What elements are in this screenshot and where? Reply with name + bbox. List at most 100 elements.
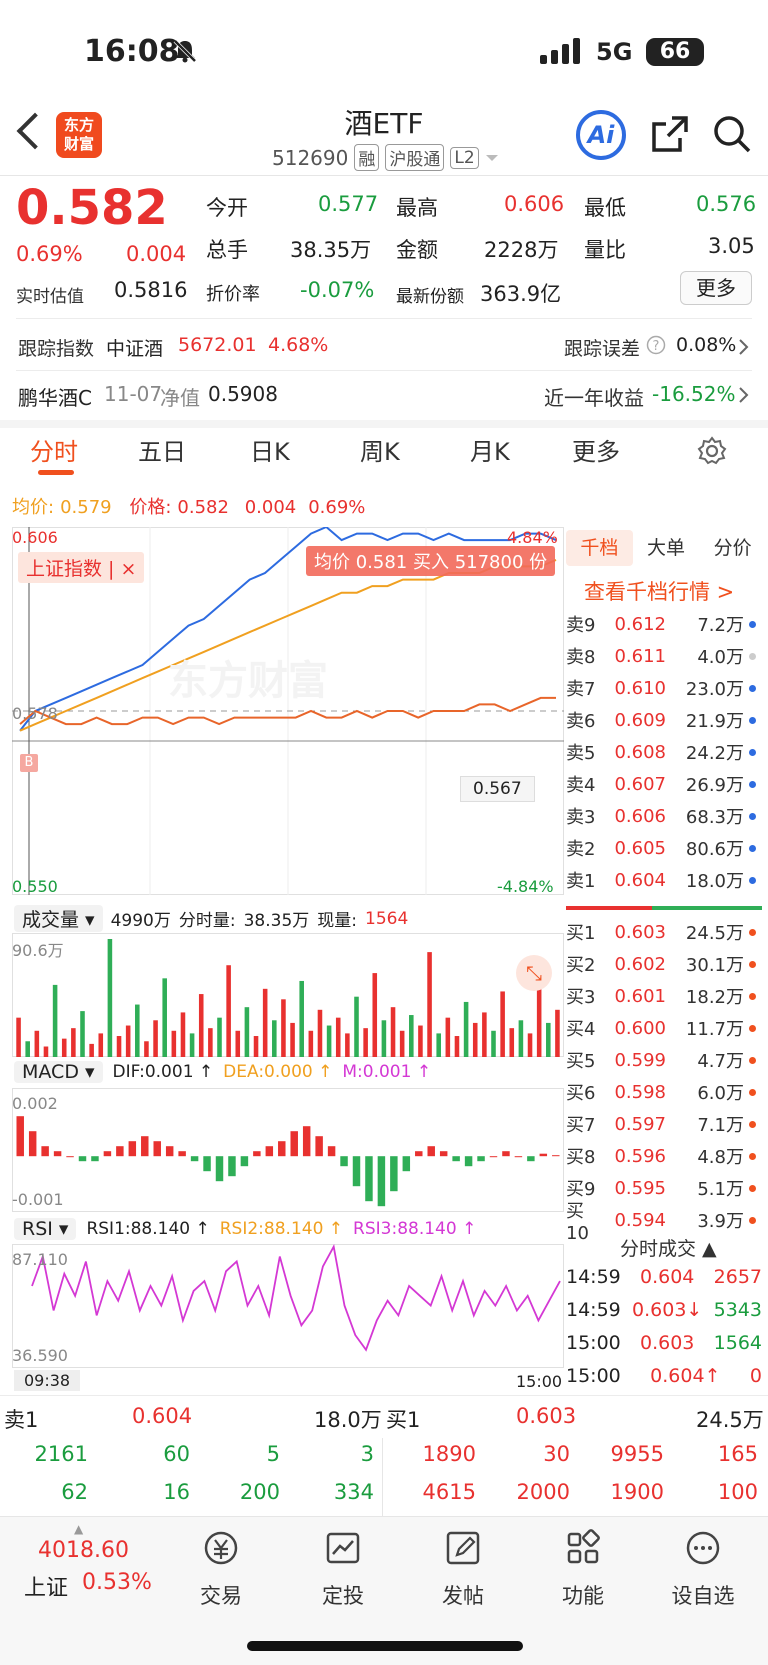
share-icon[interactable] [650,114,690,154]
volume-bar [144,1041,149,1057]
macd-bar [78,1156,87,1162]
nav-index-value[interactable]: 4018.60 [38,1538,129,1563]
buy-level-row[interactable]: 买1 0.603 24.5万 [566,916,762,948]
status-dot [749,992,756,1000]
sell-level-price: 0.608 [614,741,666,763]
tab-price-dist[interactable]: 分价 [713,537,752,559]
ticks-title[interactable]: 分时成交 ▲ [620,1238,717,1260]
macd-bar [290,1131,298,1157]
sell-level-row[interactable]: 卖4 0.607 26.9万 [566,768,762,800]
status-dot [749,620,756,628]
queue-order-size: 3 [360,1442,374,1466]
tick-time: 15:00 [566,1332,621,1354]
tab-more[interactable]: 更多 [572,438,620,466]
last-price: 0.582 [16,180,168,236]
tab-monthly-k[interactable]: 月K [470,438,510,466]
tab-weekly-k[interactable]: 周K [360,438,400,466]
volume-bar [363,1028,368,1057]
sell-level-row[interactable]: 卖5 0.608 24.2万 [566,736,762,768]
ratio-label: 量比 [584,238,626,262]
sell-level-row[interactable]: 卖1 0.604 18.0万 [566,864,762,896]
buy-level-row[interactable]: 买9 0.595 5.1万 [566,1172,762,1204]
depth-link[interactable]: 查看千档行情 > [584,580,735,604]
status-dot [749,928,756,936]
tab-large-orders[interactable]: 大单 [647,537,686,559]
buy-level-row[interactable]: 买7 0.597 7.1万 [566,1108,762,1140]
status-dot [749,1088,756,1096]
macd-dropdown[interactable]: MACD ▾ [14,1061,103,1083]
buy-level-label: 买3 [566,987,596,1008]
tab-five-day[interactable]: 五日 [138,438,186,466]
y-axis-bottom: 0.550 [12,877,58,896]
status-dot [749,1216,756,1224]
sell-level-row[interactable]: 卖3 0.606 68.3万 [566,800,762,832]
volume-bar [445,1017,451,1057]
rsi-chart[interactable] [12,1244,564,1368]
tick-volume: 1564 [713,1332,762,1354]
buy-level-row[interactable]: 买5 0.599 4.7万 [566,1044,762,1076]
volume-bar [317,1009,323,1057]
tick-price: 0.603 [640,1332,695,1354]
rsi-dropdown[interactable]: RSI ▾ [14,1218,77,1240]
nav-index-name[interactable]: 上证 [24,1576,69,1601]
tracking-error-label: 跟踪误差 [564,338,641,360]
tab-intraday[interactable]: 分时 [30,438,78,466]
status-dot [749,780,756,788]
tick-volume: 2657 [713,1266,762,1288]
chevron-right-icon[interactable] [738,386,750,404]
tick-price: 0.604 [640,1266,695,1288]
buy-level-row[interactable]: 买6 0.598 6.0万 [566,1076,762,1108]
nav-functions[interactable]: 功能 [528,1528,638,1610]
nav-trade[interactable]: 交易 [166,1528,276,1610]
buy-level-row[interactable]: 买3 0.601 18.2万 [566,980,762,1012]
buy-level-row[interactable]: 买4 0.600 11.7万 [566,1012,762,1044]
queue-order-size: 2000 [516,1480,570,1504]
more-button[interactable]: 更多 [680,271,752,305]
sell-level-row[interactable]: 卖8 0.611 4.0万 [566,640,762,672]
buy-level-row[interactable]: 买8 0.596 4.8万 [566,1140,762,1172]
nav-add-watchlist[interactable]: 设自选 [648,1528,758,1610]
macd-chart[interactable] [12,1088,564,1212]
buy-marker[interactable]: B [20,754,38,772]
buy-level-label: 买7 [566,1115,596,1136]
buy-level-row[interactable]: 买10 0.594 3.9万 [566,1201,762,1244]
status-dot [749,844,756,852]
nav-post[interactable]: 发帖 [408,1528,518,1610]
buy-level-row[interactable]: 买2 0.602 30.1万 [566,948,762,980]
volume-dropdown[interactable]: 成交量 ▾ [14,905,103,932]
tick-time: 14:59 [566,1266,621,1288]
fund-name[interactable]: 鹏华酒C [18,386,92,410]
buy-level-label: 买2 [566,955,596,976]
volume-bar [518,1020,524,1057]
tab-daily-k[interactable]: 日K [250,438,290,466]
nav-invest-plan[interactable]: 定投 [288,1528,398,1610]
tracking-index[interactable]: 中证酒 [106,338,164,360]
sell-level-label: 卖9 [566,615,596,636]
help-icon[interactable]: ? [646,335,666,355]
tab-depth[interactable]: 千档 [566,530,633,566]
chevron-right-icon[interactable] [738,338,750,356]
sell-level-row[interactable]: 卖6 0.609 21.9万 [566,704,762,736]
overlay-index-chip[interactable]: 上证指数 | × [18,552,145,583]
bottom-nav [0,1516,768,1665]
network-label: 5G [596,38,633,66]
volume-bar [153,1020,158,1057]
sell-level-volume: 68.3万 [685,807,744,828]
volume-chart[interactable] [12,933,564,1057]
macd-bar [153,1141,161,1157]
sell-level-row[interactable]: 卖9 0.612 7.2万 [566,608,762,640]
ai-button[interactable]: Ai [576,110,626,160]
volume-bar [463,1001,469,1057]
buy-level-price: 0.595 [614,1177,666,1199]
buy-level-volume: 6.0万 [697,1083,744,1104]
buy-level-price: 0.597 [614,1113,666,1135]
sell-level-row[interactable]: 卖2 0.605 80.6万 [566,832,762,864]
discount-label: 折价率 [206,284,260,305]
nav-index-pct[interactable]: 0.53% [82,1570,152,1595]
settings-icon[interactable] [697,436,727,466]
sell-level-row[interactable]: 卖7 0.610 23.0万 [566,672,762,704]
search-icon[interactable] [712,114,752,154]
tick-time: 15:00 [566,1365,621,1387]
expand-icon[interactable]: ⤡ [516,955,552,991]
mute-bell-icon [173,39,197,63]
